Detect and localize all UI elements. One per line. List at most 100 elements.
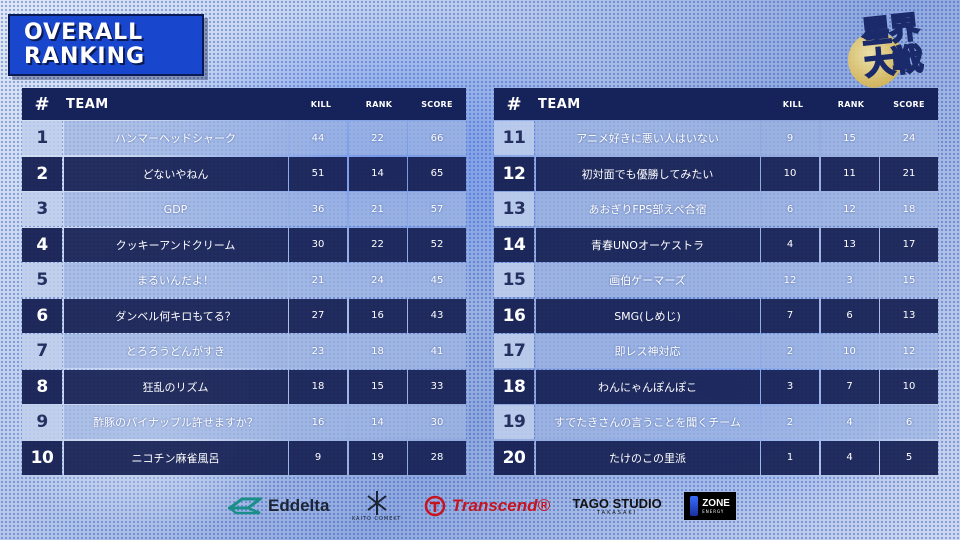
rank-points: 21 <box>348 192 407 226</box>
sponsor-bar: Eddelta KAITO COMEKT Transcend® TAGO STU… <box>228 484 736 528</box>
eddelta-wordmark: Eddelta <box>268 496 330 515</box>
kill-points: 9 <box>289 440 347 475</box>
sponsor-eddelta: Eddelta <box>228 496 329 516</box>
total-score: 33 <box>408 369 466 404</box>
kill-points: 2 <box>761 334 819 368</box>
total-score: 28 <box>408 440 466 475</box>
kill-points: 10 <box>761 156 819 191</box>
kill-points: 3 <box>761 369 819 404</box>
rank-points: 22 <box>348 227 407 262</box>
table-row: 2 どないやねん 51 14 65 <box>22 156 466 191</box>
total-score: 12 <box>880 334 938 368</box>
table-header: # TEAM KILL RANK SCORE <box>22 88 466 120</box>
rank-number: 1 <box>22 121 62 155</box>
rank-number: 19 <box>494 405 534 439</box>
table-row: 16 SMG(しめじ) 7 6 13 <box>494 298 938 333</box>
team-name: アニメ好きに悪い人はいない <box>535 121 760 155</box>
ranking-table-left: # TEAM KILL RANK SCORE 1 ハンマーヘッドシャーク 44 22 6… <box>22 88 466 476</box>
table-row: 11 アニメ好きに悪い人はいない 9 15 24 <box>494 121 938 155</box>
total-score: 52 <box>408 227 466 262</box>
table-body: 1 ハンマーヘッドシャーク 44 22 66 2 どないやねん 51 14 65 3 GDP 36 21 5… <box>22 121 466 475</box>
rank-number: 20 <box>494 440 534 475</box>
total-score: 18 <box>880 192 938 226</box>
logo-moon-icon <box>848 32 904 88</box>
team-name: ハンマーヘッドシャーク <box>63 121 288 155</box>
header-team: TEAM <box>66 96 109 112</box>
total-score: 24 <box>880 121 938 155</box>
rank-points: 16 <box>348 298 407 333</box>
rank-number: 8 <box>22 369 62 404</box>
kill-points: 51 <box>289 156 347 191</box>
table-row: 10 ニコチン麻雀風呂 9 19 28 <box>22 440 466 475</box>
rank-number: 12 <box>494 156 534 191</box>
sponsor-transcend: Transcend® <box>424 495 550 517</box>
total-score: 41 <box>408 334 466 368</box>
eddelta-logo-icon <box>228 497 262 515</box>
team-name: クッキーアンドクリーム <box>63 227 288 262</box>
rank-points: 22 <box>348 121 407 155</box>
event-logo: 星界 大戦 <box>836 8 946 88</box>
rank-points: 24 <box>348 263 407 297</box>
total-score: 17 <box>880 227 938 262</box>
rank-number: 5 <box>22 263 62 297</box>
kill-points: 44 <box>289 121 347 155</box>
total-score: 10 <box>880 369 938 404</box>
table-row: 9 酢豚のパイナップル許せますか？ 16 14 30 <box>22 405 466 439</box>
logo-text-bottom: 大戦 <box>862 41 923 84</box>
sponsor-tago-studio: TAGO STUDIO TAKASAKI <box>572 497 661 516</box>
header-team: TEAM <box>538 96 581 112</box>
rank-number: 3 <box>22 192 62 226</box>
table-row: 14 青春UNOオーケストラ 4 13 17 <box>494 227 938 262</box>
rank-number: 17 <box>494 334 534 368</box>
rank-number: 14 <box>494 227 534 262</box>
table-row: 12 初対面でも優勝してみたい 10 11 21 <box>494 156 938 191</box>
rank-points: 6 <box>820 298 879 333</box>
zone-wordmark: ZONE <box>702 498 730 509</box>
kill-points: 23 <box>289 334 347 368</box>
team-name: とろろうどんがすき <box>63 334 288 368</box>
sponsor-kaito: KAITO COMEKT <box>352 490 402 522</box>
transcend-logo-icon <box>424 495 446 517</box>
rank-points: 7 <box>820 369 879 404</box>
table-row: 17 即レス神対応 2 10 12 <box>494 334 938 368</box>
rank-points: 4 <box>820 440 879 475</box>
team-name: 画伯ゲーマーズ <box>535 263 760 297</box>
table-body: 11 アニメ好きに悪い人はいない 9 15 24 12 初対面でも優勝してみたい 10 11 21… <box>494 121 938 475</box>
kill-points: 30 <box>289 227 347 262</box>
header-rank: RANK <box>365 99 393 109</box>
logo-text: 星界 大戦 <box>859 9 924 84</box>
table-row: 4 クッキーアンドクリーム 30 22 52 <box>22 227 466 262</box>
team-name: わんにゃんぽんぽこ <box>535 369 760 404</box>
team-name: 青春UNOオーケストラ <box>535 227 760 262</box>
header-number: # <box>506 93 522 115</box>
table-row: 1 ハンマーヘッドシャーク 44 22 66 <box>22 121 466 155</box>
tago-subtext: TAKASAKI <box>597 509 638 516</box>
kaito-wordmark: KAITO COMEKT <box>351 516 402 522</box>
rank-number: 11 <box>494 121 534 155</box>
total-score: 43 <box>408 298 466 333</box>
team-name: 酢豚のパイナップル許せますか？ <box>63 405 288 439</box>
header-score: SCORE <box>893 99 925 109</box>
table-row: 19 すでたきさんの言うことを聞くチーム 2 4 6 <box>494 405 938 439</box>
transcend-wordmark: Transcend® <box>451 496 550 515</box>
total-score: 45 <box>408 263 466 297</box>
team-name: 狂乱のリズム <box>63 369 288 404</box>
rank-points: 14 <box>348 405 407 439</box>
table-row: 20 たけのこの里派 1 4 5 <box>494 440 938 475</box>
rank-number: 16 <box>494 298 534 333</box>
kill-points: 6 <box>761 192 819 226</box>
header-score: SCORE <box>421 99 453 109</box>
total-score: 21 <box>880 156 938 191</box>
rank-points: 10 <box>820 334 879 368</box>
team-name: あおぎりFPS部えぺ合宿 <box>535 192 760 226</box>
kill-points: 2 <box>761 405 819 439</box>
rank-points: 19 <box>348 440 407 475</box>
total-score: 65 <box>408 156 466 191</box>
rank-number: 18 <box>494 369 534 404</box>
total-score: 57 <box>408 192 466 226</box>
tago-wordmark: TAGO STUDIO <box>572 495 662 511</box>
table-row: 18 わんにゃんぽんぽこ 3 7 10 <box>494 369 938 404</box>
kill-points: 21 <box>289 263 347 297</box>
rank-points: 3 <box>820 263 879 297</box>
kill-points: 36 <box>289 192 347 226</box>
